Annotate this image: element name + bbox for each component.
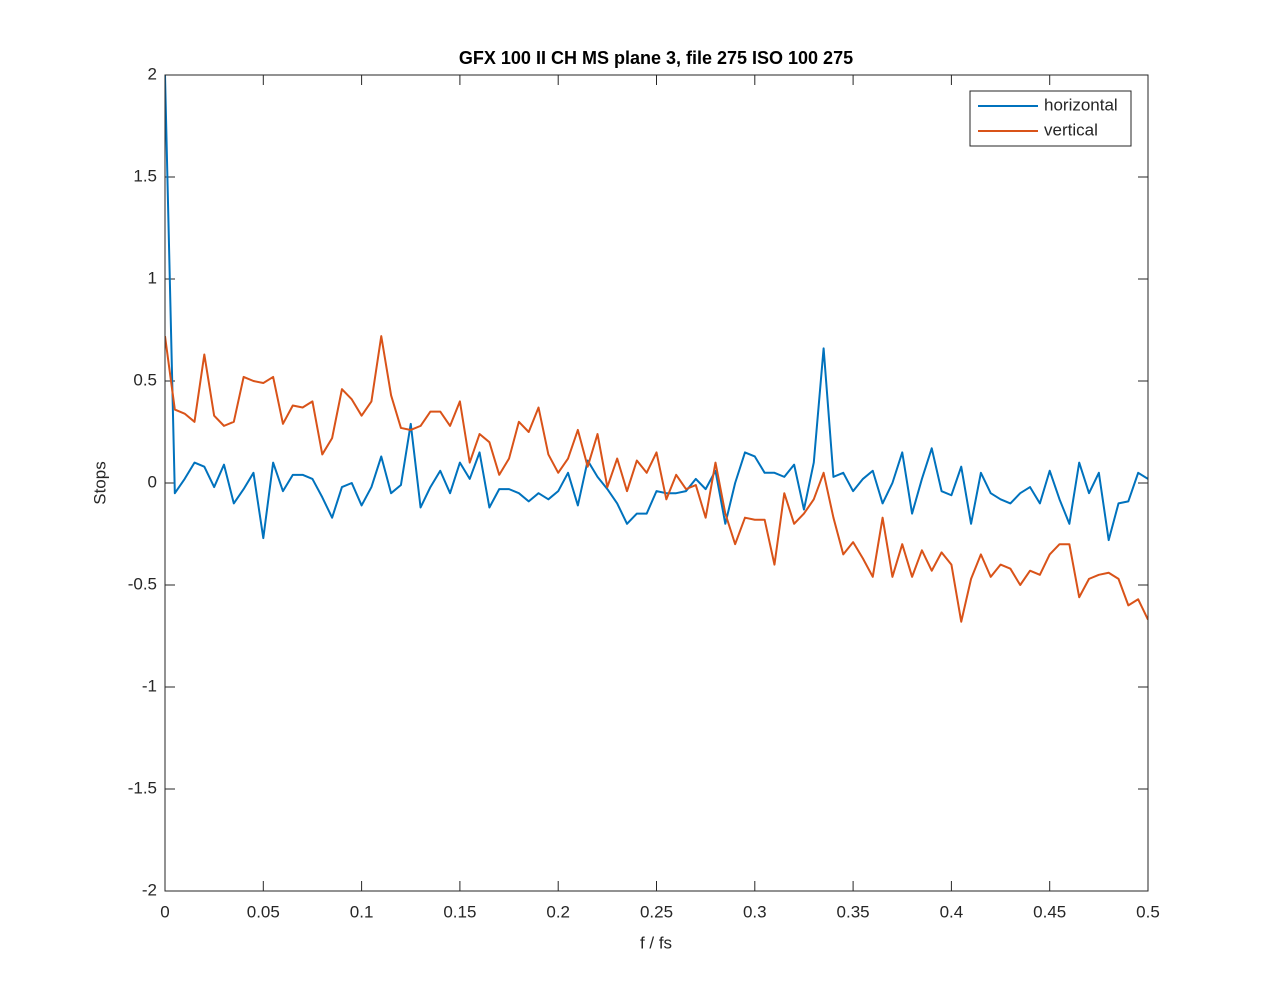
y-tick-label: 1.5 — [133, 166, 157, 185]
x-tick-label: 0.1 — [350, 902, 374, 921]
series-line — [165, 335, 1148, 623]
y-tick-label: -1.5 — [128, 778, 157, 797]
y-tick-label: -2 — [142, 880, 157, 899]
y-tick-label: 2 — [148, 64, 157, 83]
x-tick-label: 0.35 — [837, 902, 870, 921]
y-tick-label: 0 — [148, 472, 157, 491]
y-axis-label: Stops — [90, 461, 109, 504]
x-tick-label: 0.45 — [1033, 902, 1066, 921]
series-line — [165, 75, 1148, 542]
legend-label: horizontal — [1044, 95, 1118, 114]
y-tick-label: 1 — [148, 268, 157, 287]
chart-title: GFX 100 II CH MS plane 3, file 275 ISO 1… — [459, 48, 853, 68]
y-tick-label: -0.5 — [128, 574, 157, 593]
y-tick-label: -1 — [142, 676, 157, 695]
legend-label: vertical — [1044, 120, 1098, 139]
x-tick-label: 0.4 — [940, 902, 964, 921]
y-tick-label: 0.5 — [133, 370, 157, 389]
x-tick-label: 0.5 — [1136, 902, 1160, 921]
x-tick-label: 0 — [160, 902, 169, 921]
axes-box — [164, 74, 1149, 892]
x-tick-label: 0.15 — [443, 902, 476, 921]
x-tick-label: 0.05 — [247, 902, 280, 921]
x-tick-label: 0.2 — [546, 902, 570, 921]
x-axis-label: f / fs — [640, 933, 672, 952]
x-tick-label: 0.25 — [640, 902, 673, 921]
legend-box — [969, 90, 1132, 147]
x-tick-label: 0.3 — [743, 902, 767, 921]
